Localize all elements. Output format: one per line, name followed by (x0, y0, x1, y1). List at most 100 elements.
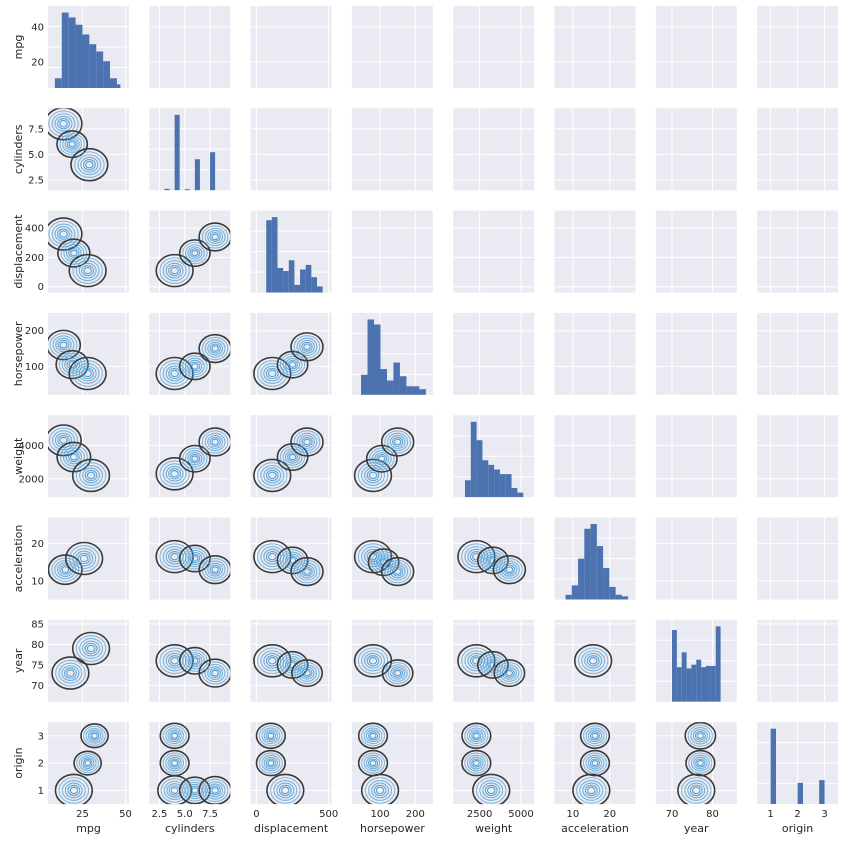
kde-contour (182, 241, 208, 265)
kde-contour (287, 452, 298, 462)
kde-contour (464, 752, 489, 774)
hist-bar (505, 474, 512, 498)
hist-bar (277, 267, 284, 293)
kde-contour (384, 559, 412, 584)
hist-bar (294, 284, 301, 293)
kde-contour (265, 469, 279, 482)
panel-cylinders-vs-weight (453, 108, 535, 191)
kde-contour (75, 635, 107, 662)
panel-acceleration-vs-horsepower (351, 517, 433, 600)
labels-layer: 2040mpg2.55.07.5cylinders0200400displace… (12, 22, 828, 835)
kde-contour (261, 754, 281, 772)
kde-contour (469, 729, 484, 743)
panel-cylinders-vs-year (655, 108, 737, 191)
kde-contour (366, 550, 380, 563)
kde-contour (54, 773, 94, 805)
panel-origin-vs-mpg (48, 722, 129, 805)
kde-contour (368, 657, 378, 665)
kde-contour (57, 228, 70, 240)
kde-contour (169, 731, 180, 741)
panel-background (655, 6, 737, 88)
kde-contour (690, 754, 710, 772)
kde-contour (469, 756, 484, 770)
panel-displacement-vs-weight (453, 210, 535, 293)
panel-displacement-vs-year (655, 210, 737, 293)
kde-contour (472, 552, 481, 561)
kde-contour (301, 436, 313, 447)
panel-content (164, 114, 216, 191)
kde-contour (168, 264, 182, 277)
kde-contour (60, 241, 88, 265)
x-tick-label: 2500 (467, 809, 492, 820)
kde-contour (369, 760, 377, 767)
hist-bar (419, 389, 426, 395)
kde-contour (255, 722, 287, 750)
hist-bar (89, 44, 97, 88)
kde-contour (178, 444, 211, 473)
kde-contour (299, 666, 315, 680)
hist-bar (399, 376, 407, 395)
y-axis-label: origin (12, 747, 25, 778)
kde-contour (291, 659, 323, 688)
kde-contour (211, 345, 219, 352)
panel-acceleration-vs-weight (453, 517, 535, 600)
kde-contour (55, 337, 72, 353)
kde-contour (587, 729, 603, 743)
panel-year-vs-cylinders (149, 619, 231, 702)
hist-bar (691, 664, 697, 702)
kde-contour (165, 465, 184, 482)
hist-bar (770, 728, 776, 805)
kde-contour (370, 551, 397, 574)
panel-weight-vs-mpg (48, 415, 129, 498)
kde-contour (472, 732, 480, 739)
kde-contour (182, 779, 208, 802)
kde-contour (168, 367, 182, 380)
kde-contour (282, 551, 303, 570)
hist-bar (676, 667, 682, 702)
kde-contour (369, 447, 395, 470)
hist-bar (715, 626, 721, 702)
kde-contour (207, 783, 224, 798)
kde-contour (584, 784, 598, 797)
panel-content (157, 722, 231, 805)
kde-contour (282, 355, 303, 374)
kde-contour (363, 754, 383, 772)
kde-contour (303, 669, 311, 677)
panel-year-vs-horsepower (351, 619, 433, 702)
kde-contour (51, 656, 90, 690)
kde-contour (86, 644, 96, 653)
kde-contour (469, 550, 483, 563)
kde-contour (303, 438, 311, 446)
kde-contour (384, 661, 411, 685)
kde-contour (290, 556, 324, 587)
kde-contour (68, 248, 80, 259)
hist-bar (706, 665, 711, 702)
kde-contour (357, 543, 389, 570)
panel-background (149, 6, 231, 88)
kde-contour (273, 779, 298, 801)
kde-contour (178, 646, 211, 675)
kde-contour (489, 661, 497, 669)
y-tick-label: 5.0 (28, 150, 44, 161)
kde-contour (696, 760, 704, 767)
kde-contour (187, 246, 203, 260)
kde-contour (187, 452, 203, 466)
kde-contour (187, 654, 203, 668)
panel-cylinders-vs-acceleration (554, 108, 636, 191)
kde-contour (265, 367, 279, 380)
kde-contour (589, 731, 601, 741)
panel-horsepower-vs-mpg (48, 312, 129, 395)
hist-bar (565, 594, 572, 600)
kde-contour (266, 773, 305, 805)
x-tick-label: 50 (119, 809, 132, 820)
kde-contour (48, 554, 83, 586)
panel-background (453, 6, 535, 88)
kde-contour (579, 722, 611, 750)
panel-background (655, 415, 737, 498)
panel-content (253, 427, 324, 493)
kde-contour (57, 339, 70, 351)
hist-bar (266, 220, 272, 293)
kde-contour (584, 652, 603, 669)
kde-contour (82, 758, 93, 768)
kde-contour (198, 658, 231, 688)
